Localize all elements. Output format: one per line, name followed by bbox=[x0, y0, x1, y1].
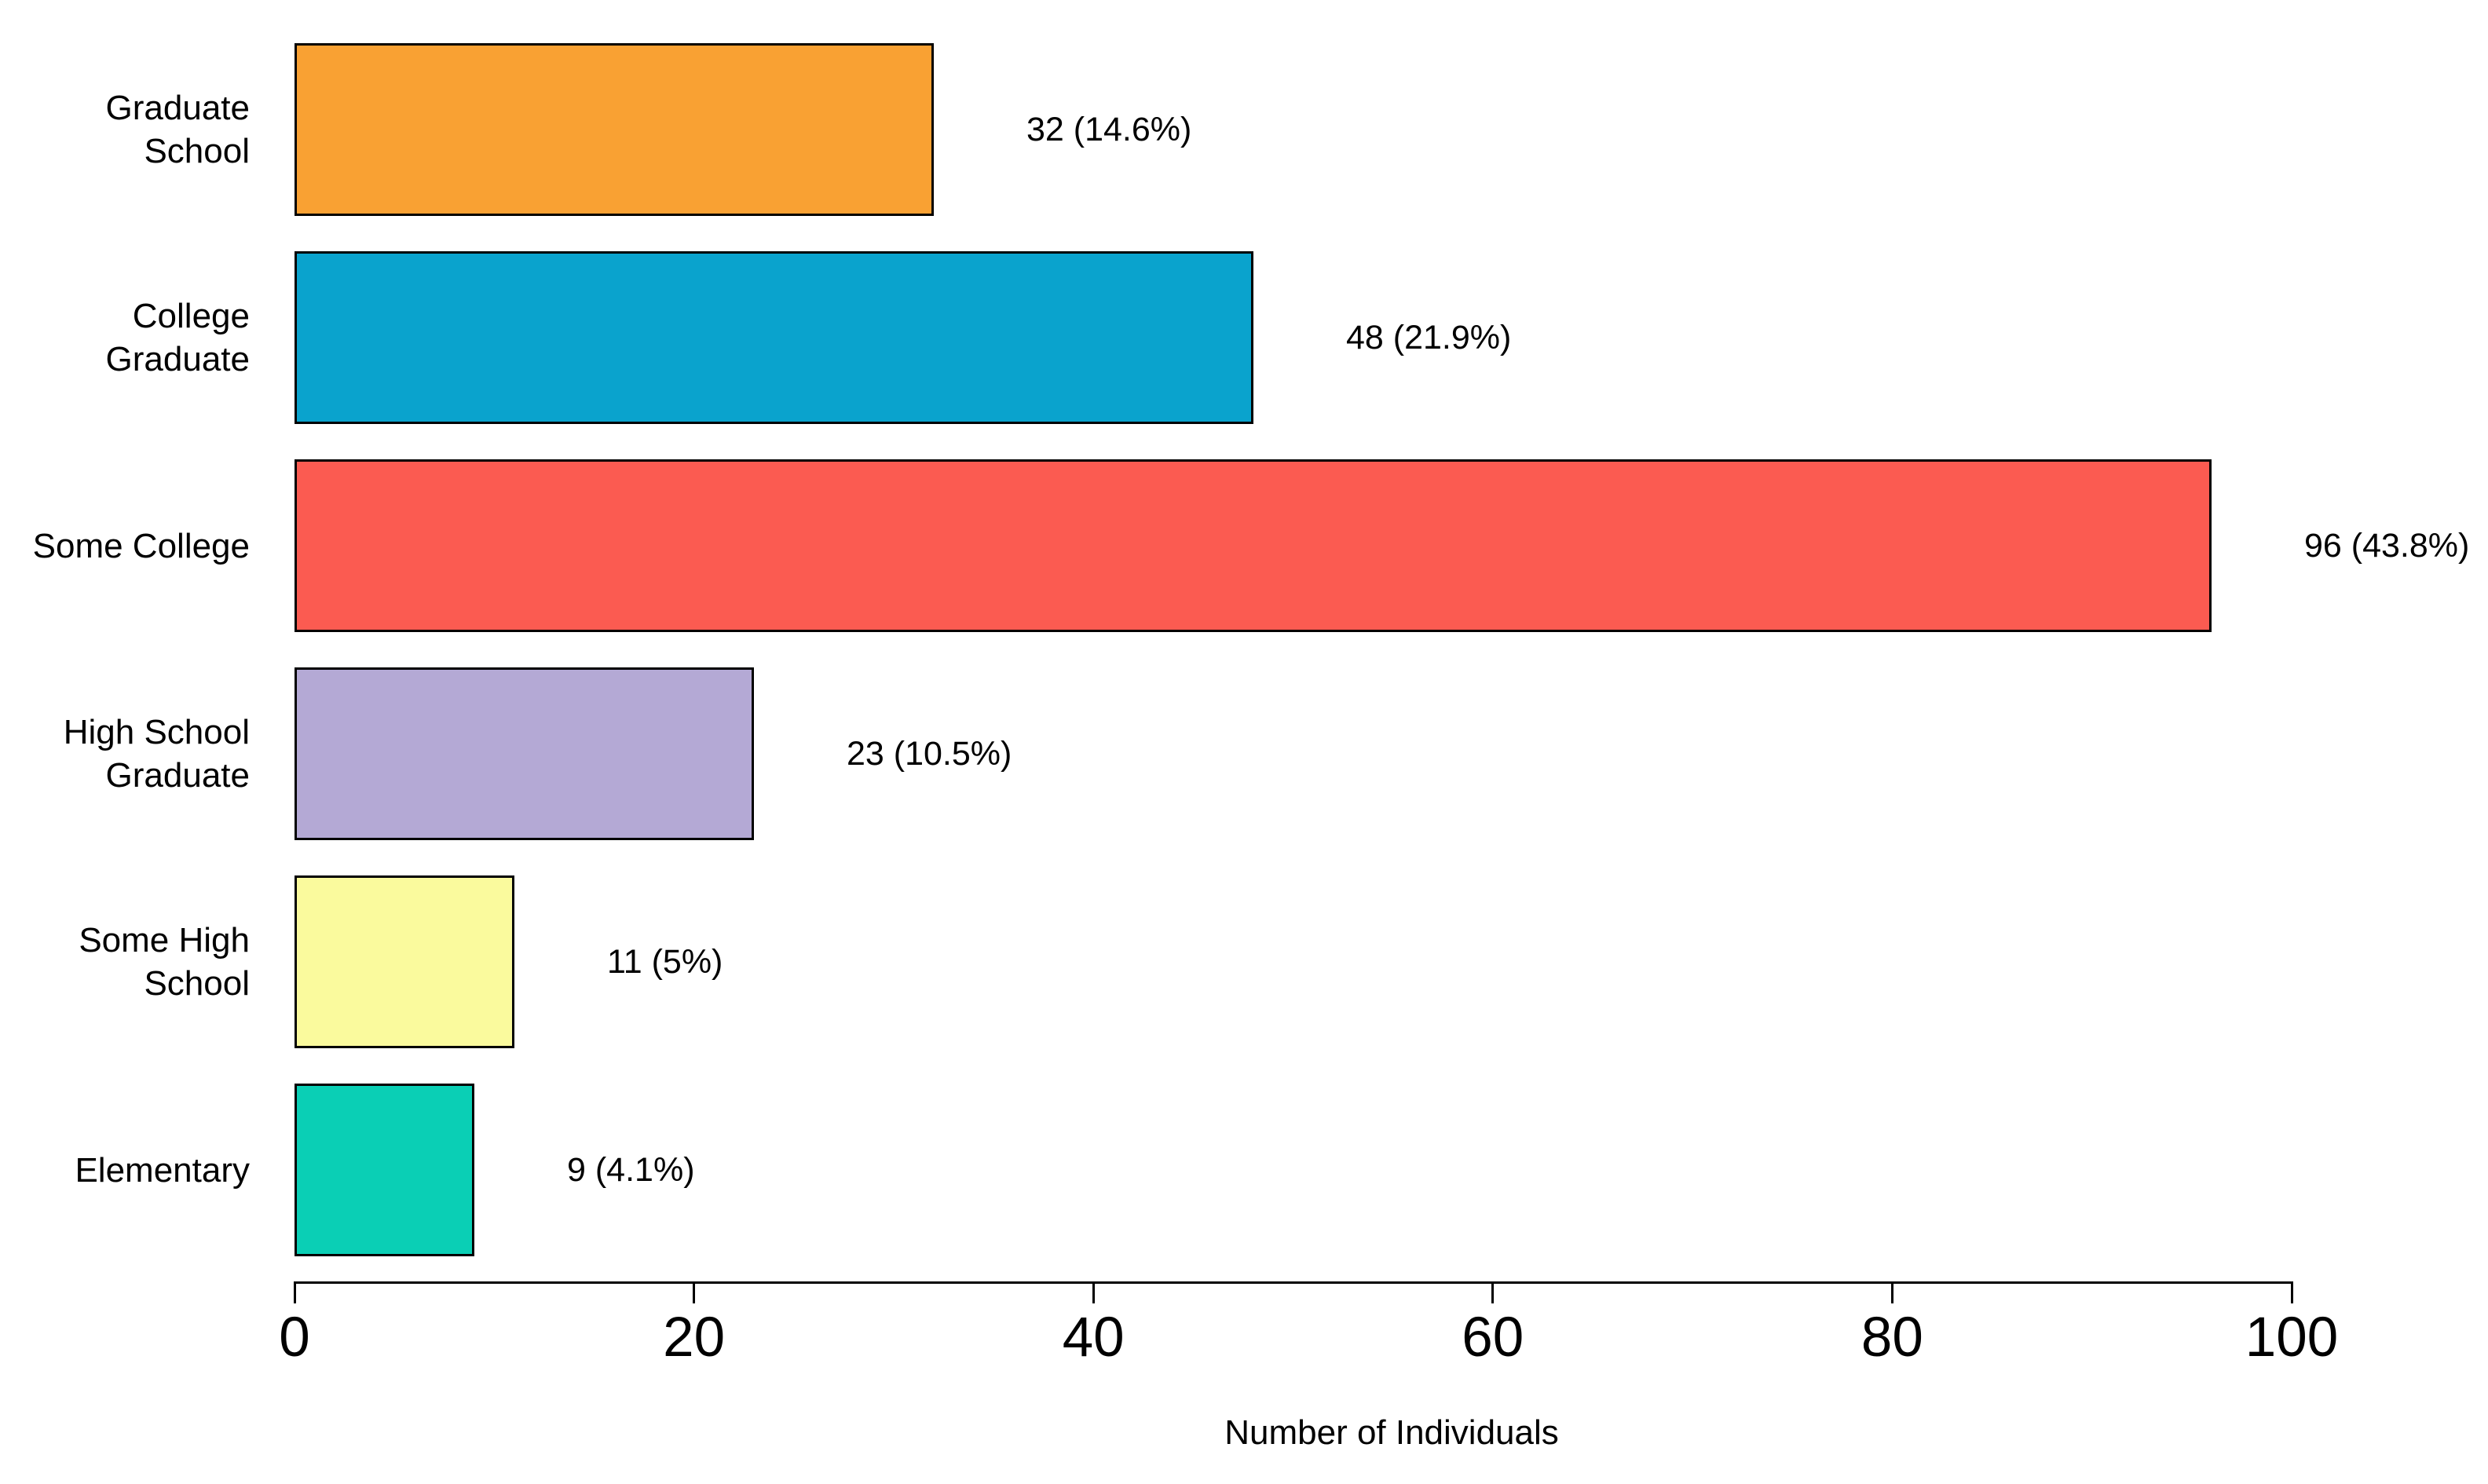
category-label: High School Graduate bbox=[0, 667, 250, 840]
value-label: 96 (43.8%) bbox=[2304, 526, 2470, 565]
x-axis-tick bbox=[1890, 1281, 1893, 1303]
value-label: 11 (5%) bbox=[607, 942, 723, 981]
x-axis-tick bbox=[693, 1281, 696, 1303]
bar-college-graduate bbox=[295, 251, 1253, 424]
value-label: 32 (14.6%) bbox=[1026, 110, 1192, 148]
category-label-line: Graduate bbox=[105, 89, 250, 127]
category-label-line: Graduate bbox=[105, 756, 250, 795]
category-label-line: School bbox=[144, 132, 250, 170]
category-label-line: School bbox=[144, 964, 250, 1003]
x-axis-tick-label: 20 bbox=[663, 1307, 726, 1369]
category-label-line: Graduate bbox=[105, 340, 250, 378]
category-label-line: Some College bbox=[32, 526, 250, 565]
x-axis-tick-label: 100 bbox=[2245, 1307, 2339, 1369]
category-label: Elementary bbox=[0, 1084, 250, 1256]
category-label: Some College bbox=[0, 459, 250, 632]
value-label: 9 (4.1%) bbox=[567, 1150, 695, 1189]
bar-some-high-school bbox=[295, 875, 514, 1048]
x-axis-tick bbox=[293, 1281, 296, 1303]
category-label-line: Elementary bbox=[75, 1150, 250, 1190]
category-label: Graduate School bbox=[0, 43, 250, 216]
value-label: 48 (21.9%) bbox=[1346, 318, 1512, 356]
x-axis-line bbox=[293, 1281, 2293, 1284]
category-label-line: College bbox=[132, 297, 250, 335]
x-axis-tick-label: 60 bbox=[1462, 1307, 1524, 1369]
x-axis-tick-label: 40 bbox=[1062, 1307, 1125, 1369]
x-axis-tick bbox=[2290, 1281, 2293, 1303]
x-axis-tick-label: 80 bbox=[1861, 1307, 1923, 1369]
category-label-line: High School bbox=[63, 713, 250, 751]
x-axis-tick-label: 0 bbox=[279, 1307, 310, 1369]
x-axis-tick bbox=[1491, 1281, 1495, 1303]
bar-graduate-school bbox=[295, 43, 934, 216]
value-label: 23 (10.5%) bbox=[847, 734, 1012, 773]
bar-some-college bbox=[295, 459, 2212, 632]
category-label: College Graduate bbox=[0, 251, 250, 424]
bar-elementary bbox=[295, 1084, 474, 1256]
category-label: Some High School bbox=[0, 875, 250, 1048]
category-label-line: Some High bbox=[79, 921, 250, 959]
bar-high-school-graduate bbox=[295, 667, 754, 840]
x-axis-title: Number of Individuals bbox=[1224, 1413, 1559, 1452]
x-axis-tick bbox=[1092, 1281, 1095, 1303]
